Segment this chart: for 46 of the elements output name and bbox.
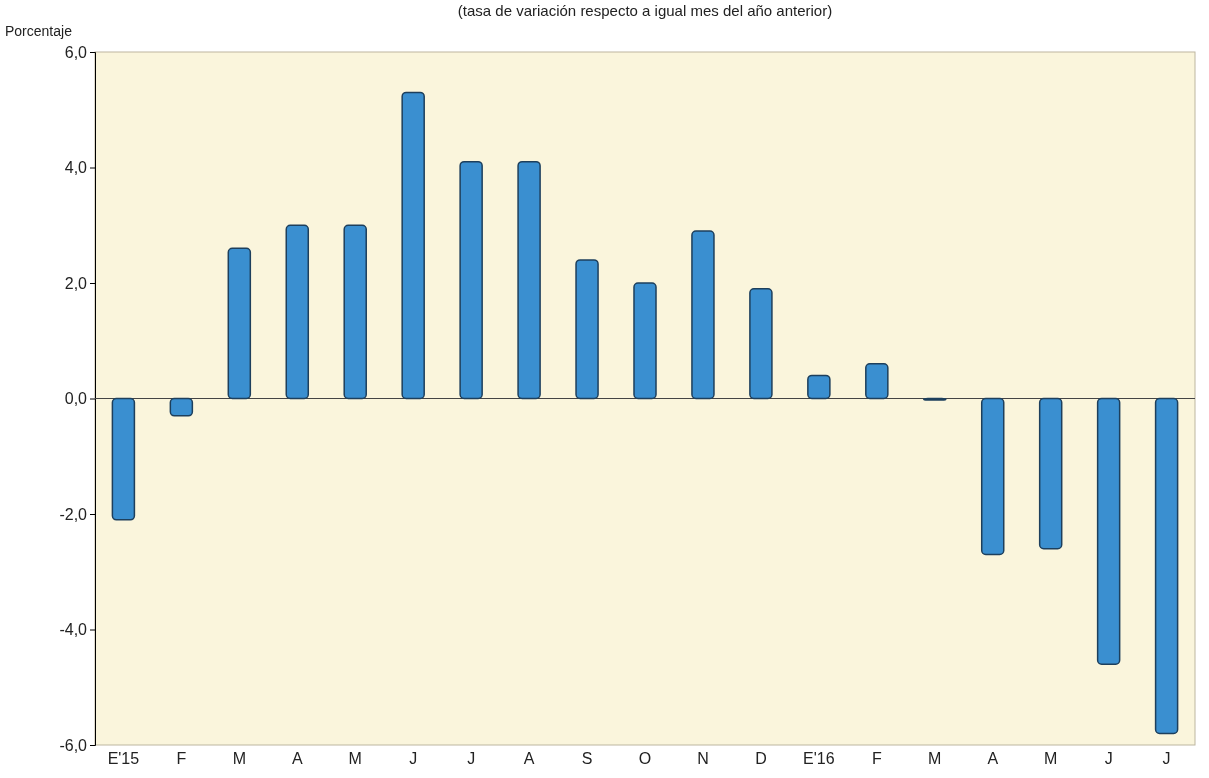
x-tick-label: A [291, 750, 303, 768]
bar [691, 230, 715, 400]
bar [865, 363, 889, 400]
bar [1096, 397, 1121, 665]
bar [980, 397, 1005, 556]
bar [575, 259, 599, 400]
bar [749, 288, 773, 400]
x-tick-label: M [348, 750, 362, 768]
y-tick-label: -2,0 [59, 505, 88, 523]
chart-subtitle: (tasa de variación respecto a igual mes del año anterior) [457, 2, 833, 19]
y-tick-label: 2,0 [64, 274, 88, 292]
bar [1154, 397, 1179, 735]
y-tick-label: 0,0 [64, 390, 88, 408]
bar [227, 247, 252, 400]
x-tick-label: E'16 [803, 750, 835, 768]
y-axis-title: Porcentaje [5, 23, 73, 39]
x-tick-label: N [697, 750, 709, 768]
x-tick-label: S [581, 750, 593, 768]
x-tick-label: M [928, 750, 942, 768]
y-tick-label: -6,0 [59, 736, 88, 754]
x-tick-label: F [871, 750, 882, 768]
x-tick-label: M [232, 750, 246, 768]
x-tick-label: J [467, 750, 476, 768]
bar [1038, 397, 1063, 550]
bar [111, 397, 136, 521]
y-tick-label: -4,0 [59, 621, 88, 639]
bar [459, 160, 483, 400]
x-tick-label: O [638, 750, 652, 768]
x-tick-label: J [1104, 750, 1113, 768]
y-tick-label: 6,0 [64, 43, 88, 61]
x-tick-label: F [176, 750, 187, 768]
bar [633, 282, 657, 400]
bar [285, 224, 310, 400]
bar [343, 224, 367, 400]
bar [517, 160, 541, 400]
y-tick-label: 4,0 [64, 159, 88, 177]
x-tick-label: D [755, 750, 767, 768]
x-tick-label: J [1162, 750, 1171, 768]
x-tick-label: J [409, 750, 418, 768]
x-tick-label: A [523, 750, 535, 768]
bar [169, 397, 194, 417]
x-tick-label: E'15 [107, 750, 140, 768]
x-tick-label: M [1044, 750, 1058, 768]
bar [807, 374, 831, 400]
bar [401, 91, 425, 400]
x-tick-label: A [987, 750, 999, 768]
